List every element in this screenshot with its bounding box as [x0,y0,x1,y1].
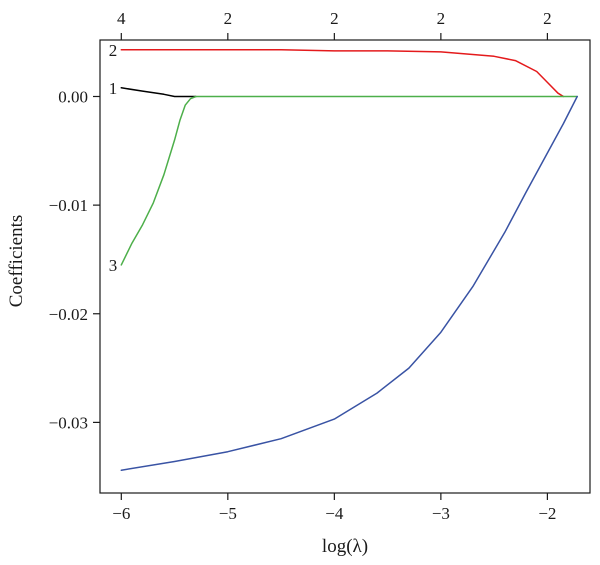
x-axis-title: log(λ) [322,536,368,557]
y-axis: 0.00 −0.01 −0.02 −0.03 [49,87,100,432]
top-tick-label: 2 [330,9,339,28]
top-tick-label: 2 [543,9,552,28]
series-start-label: 1 [109,79,118,98]
top-tick-label: 4 [117,9,126,28]
x-tick-label: −3 [432,504,450,523]
series-line-4 [120,95,578,471]
y-axis-title: Coefficients [6,215,27,308]
y-tick-label: −0.01 [49,196,88,215]
series-line-1 [120,49,565,98]
x-axis: −6 −5 −4 −3 −2 [112,493,556,523]
x-tick-label: −5 [219,504,237,523]
series-line-3 [120,95,578,266]
top-axis: 4 2 2 2 2 [117,9,552,40]
series-line-2 [120,87,197,98]
y-tick-label: 0.00 [58,87,88,106]
series-label-layer: 2 1 3 [109,41,118,275]
top-tick-label: 2 [224,9,233,28]
x-tick-label: −4 [325,504,344,523]
series-start-label: 2 [109,41,118,60]
series-layer [120,49,578,471]
y-tick-label: −0.02 [49,305,88,324]
x-tick-label: −6 [112,504,130,523]
top-tick-label: 2 [437,9,446,28]
x-tick-label: −2 [538,504,556,523]
plot-frame [99,39,591,494]
y-tick-label: −0.03 [49,413,88,432]
series-start-label: 3 [109,256,118,275]
